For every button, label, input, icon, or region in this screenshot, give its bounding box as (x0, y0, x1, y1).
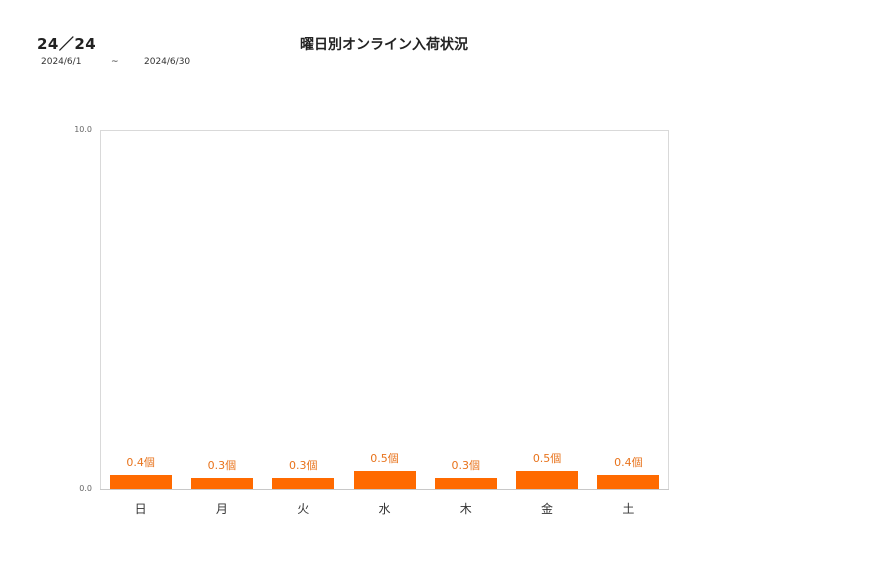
bar (516, 471, 579, 489)
y-tick-min: 0.0 (79, 484, 92, 493)
bar (597, 475, 660, 489)
x-axis (100, 489, 669, 490)
x-tick-label: 木 (459, 502, 472, 516)
bar-value-label: 0.3個 (288, 459, 318, 472)
chart-title: 曜日別オンライン入荷状況 (300, 37, 468, 53)
x-tick-label: 日 (134, 502, 147, 516)
date-range-end: 2024/6/30 (144, 57, 191, 67)
bar-value-label: 0.4個 (126, 456, 155, 469)
bar-value-label: 0.4個 (614, 456, 643, 469)
bar (272, 478, 335, 489)
bar-value-label: 0.5個 (370, 452, 399, 465)
x-tick-label: 水 (378, 502, 391, 516)
bar-value-label: 0.3個 (451, 459, 481, 472)
bar-value-label: 0.5個 (532, 452, 562, 465)
bar (190, 478, 253, 489)
x-tick-label: 土 (622, 502, 635, 516)
x-tick-label: 月 (215, 502, 228, 516)
x-tick-label: 火 (297, 502, 310, 516)
plot-area (100, 130, 669, 490)
y-tick-max: 10.0 (74, 125, 92, 134)
bar (353, 471, 416, 489)
page-number: 24／24 (37, 35, 97, 53)
x-tick-label: 金 (541, 502, 554, 516)
bar (109, 475, 172, 489)
date-range-start: 2024/6/1 (41, 57, 82, 67)
bar (434, 478, 497, 489)
bar-value-label: 0.3個 (207, 459, 237, 472)
date-range-separator: ~ (111, 57, 119, 67)
